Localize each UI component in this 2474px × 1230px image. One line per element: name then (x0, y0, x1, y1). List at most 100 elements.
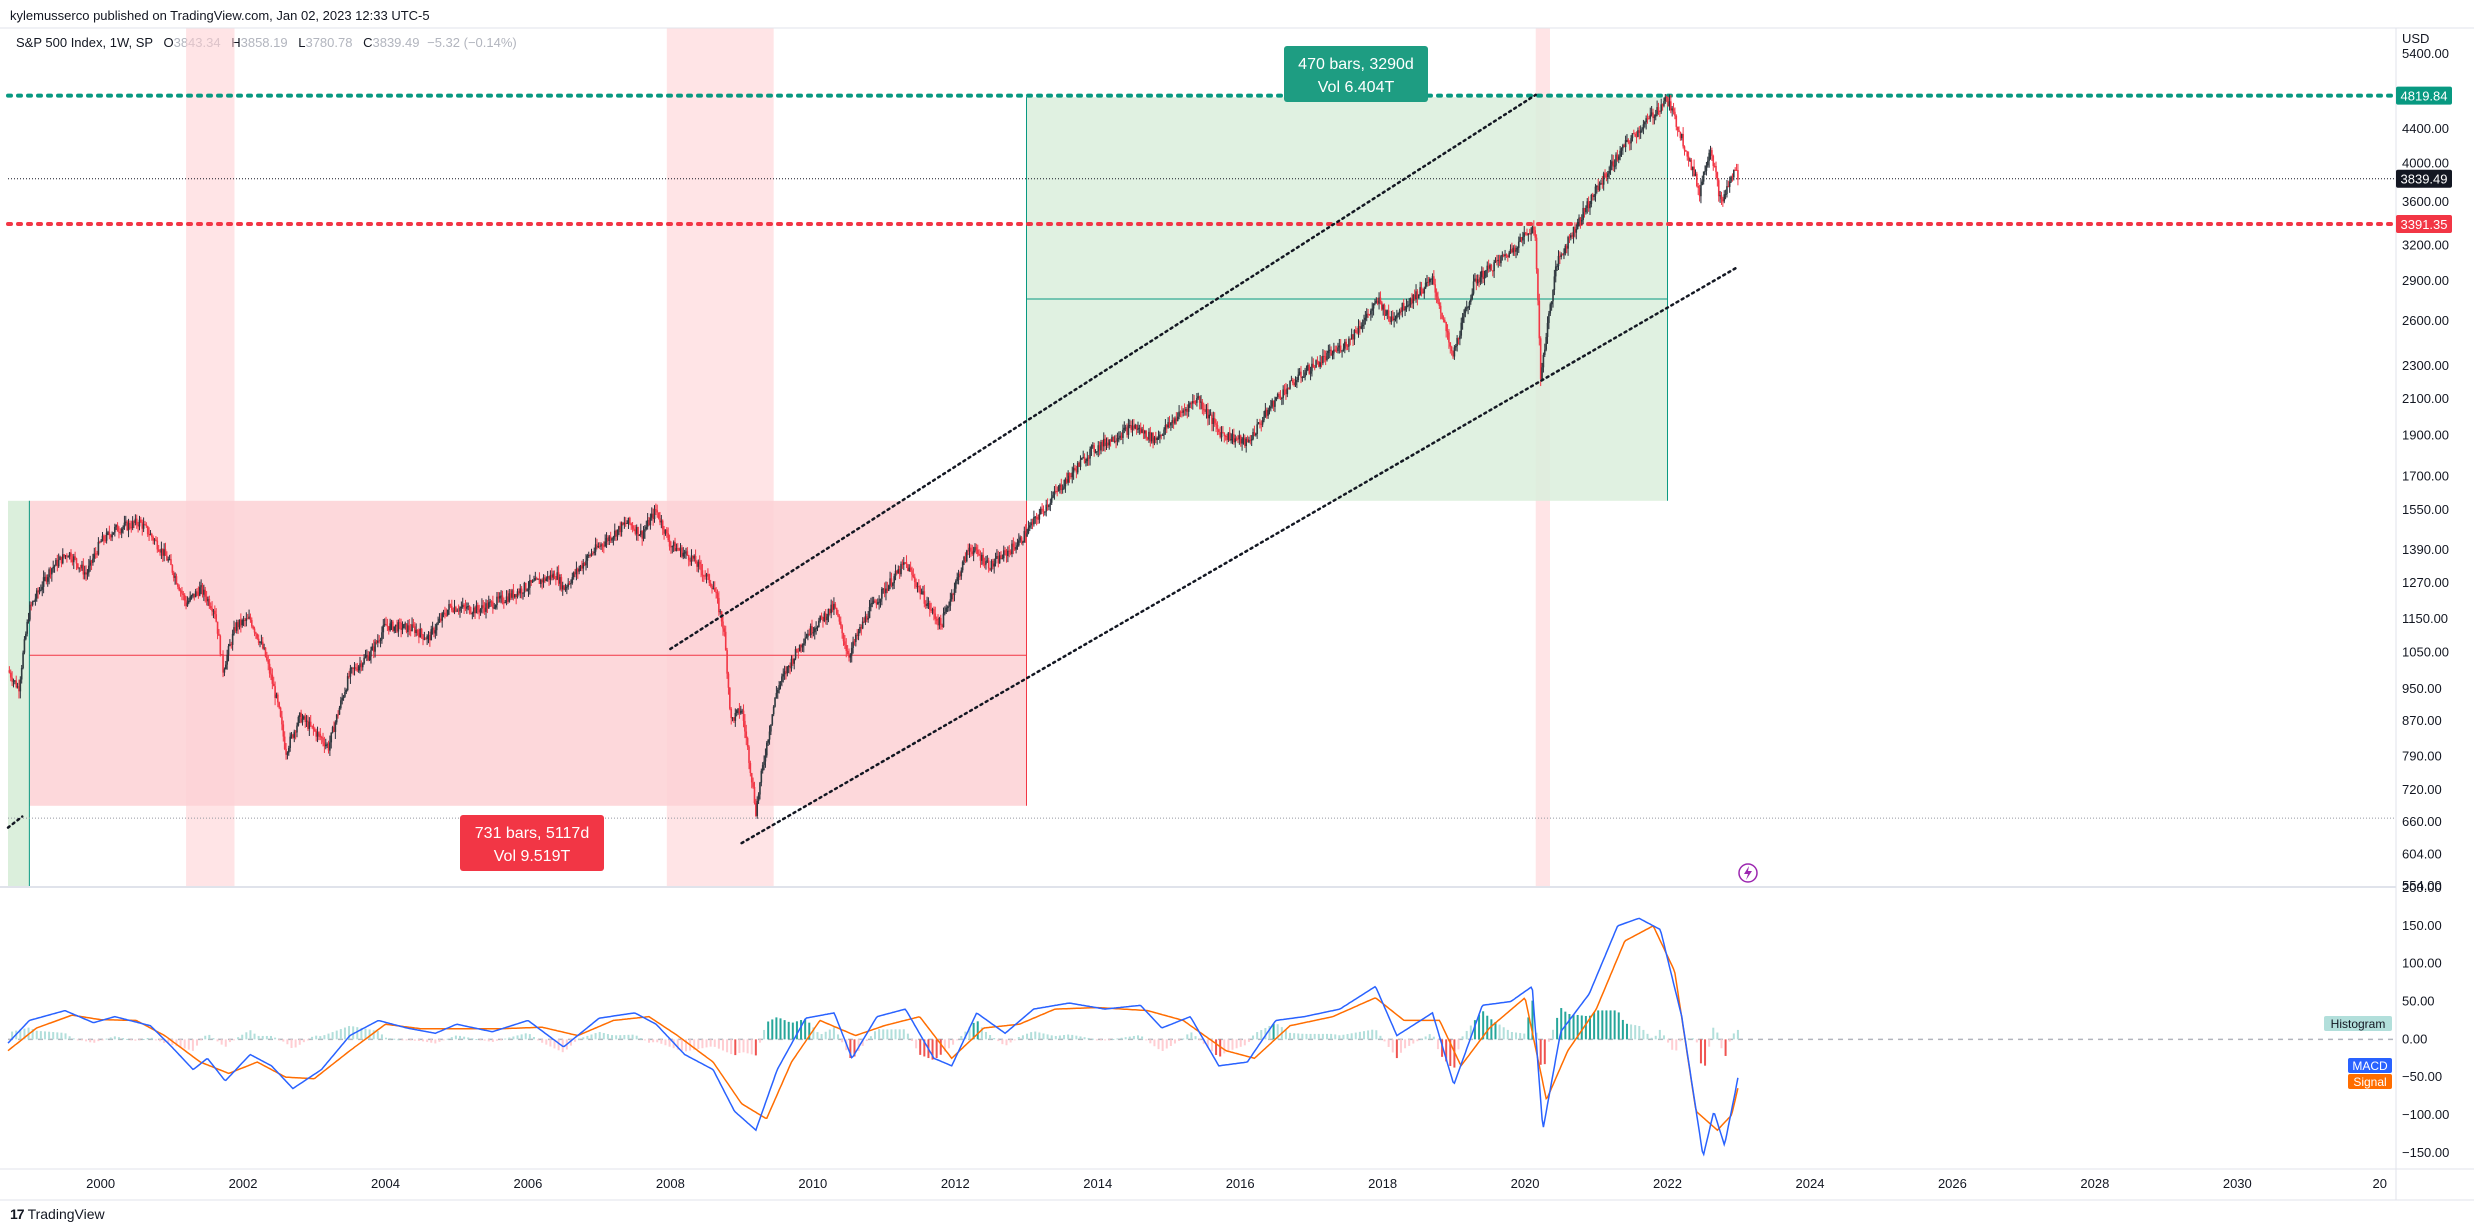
candle (366, 649, 368, 662)
candle (1717, 178, 1720, 202)
candle-body (1422, 291, 1424, 294)
candle-body (1246, 438, 1249, 443)
histogram-bar (454, 1035, 457, 1040)
candle-body (105, 532, 108, 541)
candle-body (835, 607, 838, 614)
candle (29, 601, 31, 622)
histogram-bar (664, 1039, 667, 1046)
lightning-icon[interactable] (1738, 863, 1758, 883)
footer[interactable]: 17 TradingView (10, 1206, 105, 1222)
histogram-bar (23, 1028, 26, 1040)
candle-body (975, 547, 978, 550)
candle-body (256, 633, 259, 639)
candle-body (1372, 303, 1375, 309)
candle (642, 526, 645, 542)
histogram-bar (656, 1039, 659, 1043)
candle (1509, 244, 1512, 254)
symbol-title[interactable]: S&P 500 Index, 1W, SP (16, 35, 153, 50)
candle (1026, 528, 1028, 538)
candle-body (1189, 402, 1191, 405)
candle-body (1489, 264, 1491, 269)
candle-body (1120, 435, 1123, 438)
candle (263, 643, 265, 651)
histogram-bar (487, 1039, 490, 1042)
candle (1359, 320, 1361, 335)
candle (1197, 392, 1200, 400)
histogram-bar (1642, 1029, 1645, 1040)
candle (285, 743, 287, 760)
candle-body (952, 593, 954, 596)
candle-body (312, 726, 315, 730)
candle-body (1055, 490, 1057, 492)
candle-body (523, 582, 526, 593)
candle-body (993, 563, 995, 567)
candle-body (893, 576, 895, 584)
candle-body (148, 534, 150, 536)
candle-body (505, 596, 508, 603)
candle (1112, 436, 1115, 443)
candle (271, 668, 274, 690)
candle-body (1665, 96, 1668, 99)
candle-body (79, 567, 82, 569)
candle-body (67, 556, 70, 558)
candle (1118, 431, 1120, 443)
histogram-bar (705, 1039, 708, 1048)
candle (314, 727, 316, 733)
candle (1202, 402, 1205, 416)
candle (68, 551, 71, 560)
candle-body (261, 641, 264, 649)
candle-body (841, 625, 843, 634)
candle (520, 586, 523, 599)
candle (452, 607, 454, 614)
candle-body (718, 597, 720, 613)
candle-body (1411, 298, 1413, 304)
candle (177, 582, 179, 590)
candle-body (1285, 389, 1287, 395)
candle (492, 595, 494, 614)
candle (166, 551, 168, 561)
candle (1602, 171, 1605, 191)
histogram-bar (754, 1039, 757, 1056)
candle (186, 596, 189, 607)
candle-body (130, 527, 133, 529)
candle (1576, 218, 1579, 230)
candle-body (1463, 313, 1465, 317)
candle-body (1257, 422, 1260, 425)
high-label: H (231, 35, 241, 50)
candle-body (553, 573, 556, 580)
candle-body (1345, 341, 1347, 347)
histogram-bar (183, 1039, 186, 1049)
candle-body (241, 620, 244, 626)
candle-body (81, 564, 83, 568)
candle-body (1205, 409, 1208, 412)
candle-body (689, 560, 691, 562)
candle (792, 655, 794, 666)
candle (1305, 365, 1308, 376)
candle-body (1497, 259, 1500, 261)
candle (942, 607, 945, 628)
candle (178, 584, 181, 592)
candle-body (1533, 226, 1535, 231)
candle (1380, 300, 1383, 311)
candle-body (211, 608, 213, 612)
histogram-bar (101, 1039, 104, 1041)
candle (830, 599, 832, 619)
candle-body (753, 786, 756, 803)
candle-body (852, 641, 854, 648)
candle-body (581, 565, 583, 569)
price-tick-label: 1150.00 (2402, 611, 2448, 626)
histogram-bar (993, 1038, 996, 1040)
candle (746, 736, 749, 750)
candle-body (140, 519, 142, 523)
candle-body (115, 524, 118, 528)
candle (456, 608, 459, 612)
candle-body (1531, 226, 1534, 234)
candle (1242, 433, 1245, 445)
price-tick-label: 950.00 (2402, 681, 2442, 696)
histogram-bar (1383, 1039, 1386, 1042)
trend-line (6, 815, 24, 829)
candle (1661, 103, 1664, 111)
candle-body (1315, 360, 1317, 368)
candle (293, 729, 296, 743)
